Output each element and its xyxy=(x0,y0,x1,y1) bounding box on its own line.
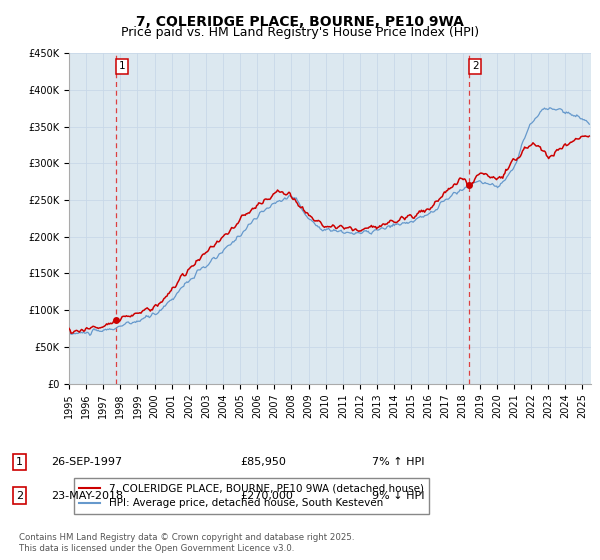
Text: 23-MAY-2018: 23-MAY-2018 xyxy=(51,491,123,501)
Text: 7% ↑ HPI: 7% ↑ HPI xyxy=(372,457,425,467)
Text: £270,000: £270,000 xyxy=(240,491,293,501)
Text: 9% ↓ HPI: 9% ↓ HPI xyxy=(372,491,425,501)
Text: 2: 2 xyxy=(16,491,23,501)
Text: £85,950: £85,950 xyxy=(240,457,286,467)
Text: 1: 1 xyxy=(118,62,125,72)
Text: Contains HM Land Registry data © Crown copyright and database right 2025.
This d: Contains HM Land Registry data © Crown c… xyxy=(19,533,355,553)
Text: Price paid vs. HM Land Registry's House Price Index (HPI): Price paid vs. HM Land Registry's House … xyxy=(121,26,479,39)
Point xyxy=(111,316,121,325)
Text: 26-SEP-1997: 26-SEP-1997 xyxy=(51,457,122,467)
Text: 1: 1 xyxy=(16,457,23,467)
Text: 7, COLERIDGE PLACE, BOURNE, PE10 9WA: 7, COLERIDGE PLACE, BOURNE, PE10 9WA xyxy=(136,15,464,29)
Point xyxy=(464,181,474,190)
Text: 2: 2 xyxy=(472,62,479,72)
Legend: 7, COLERIDGE PLACE, BOURNE, PE10 9WA (detached house), HPI: Average price, detac: 7, COLERIDGE PLACE, BOURNE, PE10 9WA (de… xyxy=(74,478,429,514)
